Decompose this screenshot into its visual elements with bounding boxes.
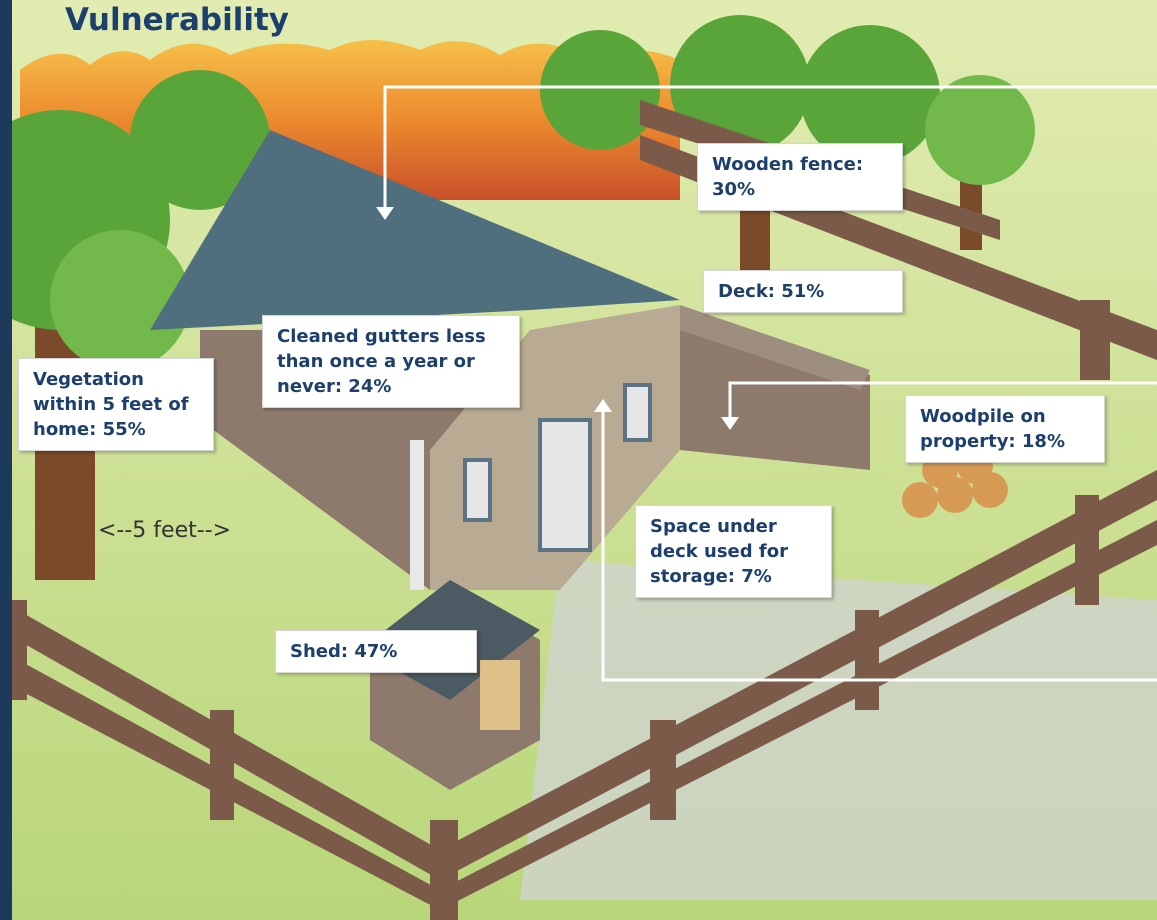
callout: Wooden fence: 30% <box>697 143 903 211</box>
infographic: Vulnerability Wooden fence: 30% Deck: 51… <box>0 0 1157 920</box>
callout: Space under deck used for storage: 7% <box>635 505 832 598</box>
callout: Woodpile on property: 18% <box>905 395 1105 463</box>
callout: Shed: 47% <box>275 630 477 673</box>
driveway <box>520 560 1157 900</box>
callout: Vegetation within 5 feet of home: 55% <box>18 358 214 451</box>
side-border <box>0 0 12 920</box>
callout: Cleaned gutters less than once a year or… <box>262 315 520 408</box>
title: Vulnerability <box>65 2 289 38</box>
callout: Deck: 51% <box>703 270 903 313</box>
distance-note: <--5 feet--> <box>98 518 231 543</box>
